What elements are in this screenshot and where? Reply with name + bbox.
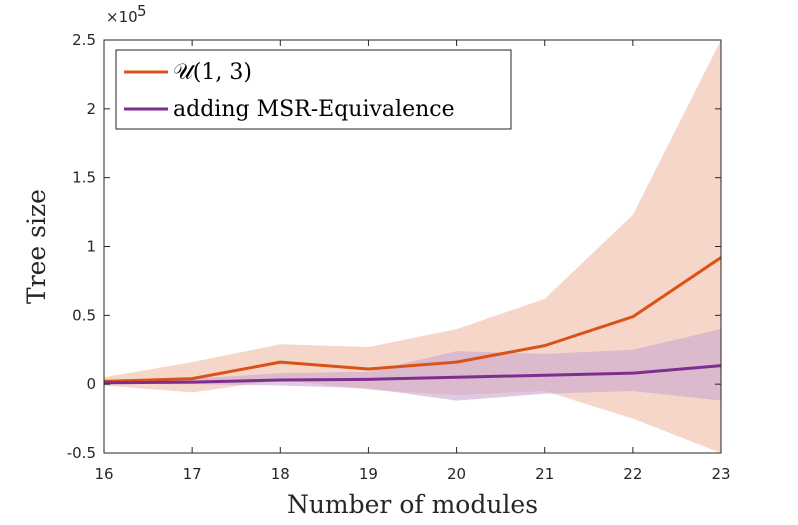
confidence-band-1 — [104, 40, 721, 453]
y-tick-label: 2 — [86, 100, 96, 118]
x-tick-label: 18 — [271, 465, 290, 483]
x-tick-label: 23 — [711, 465, 730, 483]
y-tick-label: 1.5 — [72, 169, 96, 187]
legend-box — [115, 49, 512, 130]
x-axis-label: Number of modules — [287, 490, 538, 519]
y-tick-label: 0 — [86, 375, 96, 393]
x-tick-label: 19 — [359, 465, 378, 483]
x-tick-label: 20 — [447, 465, 466, 483]
tick-labels: 16 17 18 19 20 21 22 23 -0.5 0 0.5 1 1.5 2 2.5 — [67, 31, 731, 483]
x-tick-label: 21 — [535, 465, 554, 483]
x-tick-label: 16 — [94, 465, 113, 483]
x-tick-label: 17 — [183, 465, 202, 483]
y-exponent-power: 5 — [137, 2, 147, 20]
y-tick-label: -0.5 — [67, 444, 96, 462]
legend: 𝒰(1, 3) adding MSR-Equivalence — [115, 49, 512, 130]
legend-label-1: 𝒰(1, 3) — [173, 60, 252, 85]
x-tick-label: 22 — [623, 465, 642, 483]
y-tick-label: 0.5 — [72, 306, 96, 324]
axis-ticks — [103, 39, 722, 454]
series-lines — [104, 256, 721, 385]
series-line-1 — [104, 256, 721, 383]
y-tick-label: 1 — [86, 238, 96, 256]
y-axis-label: Tree size — [22, 189, 51, 304]
y-exponent-label: ×10 — [106, 8, 138, 26]
legend-label-2: adding MSR-Equivalence — [173, 97, 455, 122]
y-tick-label: 2.5 — [72, 31, 96, 49]
series-line-2 — [104, 364, 721, 385]
